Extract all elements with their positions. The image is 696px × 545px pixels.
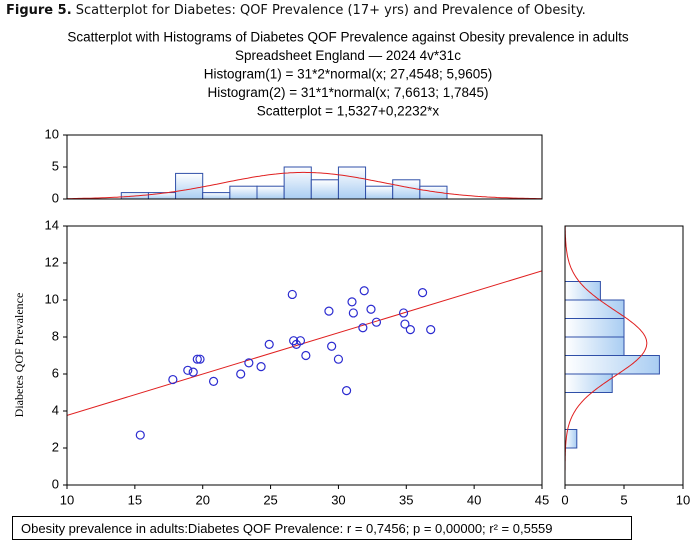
scatter-point	[405, 325, 415, 335]
y-tick-label: 10	[45, 291, 59, 306]
histogram-bar	[565, 318, 625, 338]
histogram-bar	[565, 299, 625, 319]
normal-curve	[565, 226, 648, 485]
histogram-bar	[565, 336, 625, 356]
histogram-bar	[392, 179, 421, 199]
scatter-point	[348, 308, 358, 318]
scatter-point	[398, 308, 409, 318]
scatter-point	[256, 362, 266, 372]
x-tick-label: 5	[620, 492, 627, 507]
scatter-point	[400, 319, 410, 329]
chart-subtitle: Histogram(1) = 31*2*normal(x; 27,4548; 5…	[204, 67, 493, 82]
histogram-bar	[256, 185, 285, 199]
x-tick-label: 0	[561, 492, 568, 507]
chart-subtitle: Histogram(2) = 31*1*normal(x; 7,6613; 1,…	[207, 85, 488, 100]
plot-frame	[66, 225, 543, 486]
scatter-area	[67, 270, 542, 440]
scatter-point	[195, 354, 205, 364]
y-tick-label: 5	[52, 158, 59, 173]
x-tick-label: 30	[331, 492, 345, 507]
scatter-point	[168, 374, 178, 385]
scatter-point	[135, 430, 145, 440]
x-tick-label: 25	[263, 492, 277, 507]
histogram-bar	[283, 166, 312, 199]
chart-subtitle: Scatterplot = 1,5327+0,2232*x	[257, 104, 440, 119]
scatter-point	[358, 323, 368, 333]
histogram-bar	[365, 185, 394, 199]
scatter-point	[324, 306, 334, 316]
y-tick-label: 8	[52, 328, 59, 343]
caption-label: Figure 5.	[6, 3, 72, 18]
x-tick-label: 40	[467, 492, 481, 507]
scatter-point	[188, 367, 198, 377]
scatter-point	[426, 325, 436, 335]
histogram-bar	[175, 172, 204, 199]
right-histogram	[565, 226, 660, 485]
y-tick-label: 0	[52, 476, 59, 491]
chart-subtitle: Spreadsheet England — 2024 4v*31c	[235, 48, 461, 63]
histogram-bar	[565, 281, 601, 301]
chart: Scatterplot with Histograms of Diabetes …	[12, 30, 690, 508]
scatter-point	[341, 386, 352, 396]
chart-title: Scatterplot with Histograms of Diabetes …	[67, 30, 629, 45]
scatter-point	[183, 365, 193, 375]
x-tick-label: 15	[128, 492, 142, 507]
top-histogram	[67, 166, 542, 199]
scatter-point	[417, 288, 428, 298]
scatter-point	[295, 336, 306, 346]
scatter-point	[236, 369, 246, 379]
scatter-point	[208, 376, 219, 386]
scatter-point	[244, 358, 254, 368]
y-tick-label: 14	[45, 217, 59, 232]
caption-text: Scatterplot for Diabetes: QOF Prevalence…	[75, 3, 586, 18]
y-tick-label: 2	[52, 439, 59, 454]
histogram-bar	[565, 429, 578, 449]
fit-line	[67, 270, 542, 416]
statistics-footer: Obesity prevalence in adults:Diabetes QO…	[12, 516, 632, 540]
scatter-point	[359, 286, 369, 296]
x-tick-label: 10	[60, 492, 74, 507]
y-tick-label: 4	[52, 402, 59, 417]
y-tick-label: 6	[52, 365, 59, 380]
scatter-point	[347, 297, 357, 307]
x-tick-label: 20	[195, 492, 209, 507]
y-tick-label: 12	[45, 254, 59, 269]
figure-caption: Figure 5. Scatterplot for Diabetes: QOF …	[6, 3, 586, 18]
scatter-point	[371, 317, 382, 327]
histogram-bar	[229, 185, 258, 199]
scatter-point	[287, 289, 297, 300]
scatter-point	[366, 304, 376, 314]
normal-curve	[67, 171, 542, 199]
x-tick-label: 10	[676, 492, 690, 507]
scatter-point	[301, 350, 311, 361]
scatter-point	[192, 354, 202, 364]
histogram-bar	[337, 166, 367, 199]
histogram-bar	[310, 179, 339, 199]
scatter-point	[327, 341, 337, 351]
histogram-bar	[565, 355, 660, 375]
scatter-point	[333, 354, 344, 364]
y-tick-label: 0	[52, 190, 59, 205]
y-tick-label: 10	[45, 126, 59, 141]
x-tick-label: 45	[535, 492, 549, 507]
scatter-point	[264, 339, 274, 349]
x-tick-label: 35	[399, 492, 413, 507]
y-axis-label: Diabetes QOF Prevalence	[12, 293, 26, 418]
histogram-bar	[202, 192, 231, 199]
